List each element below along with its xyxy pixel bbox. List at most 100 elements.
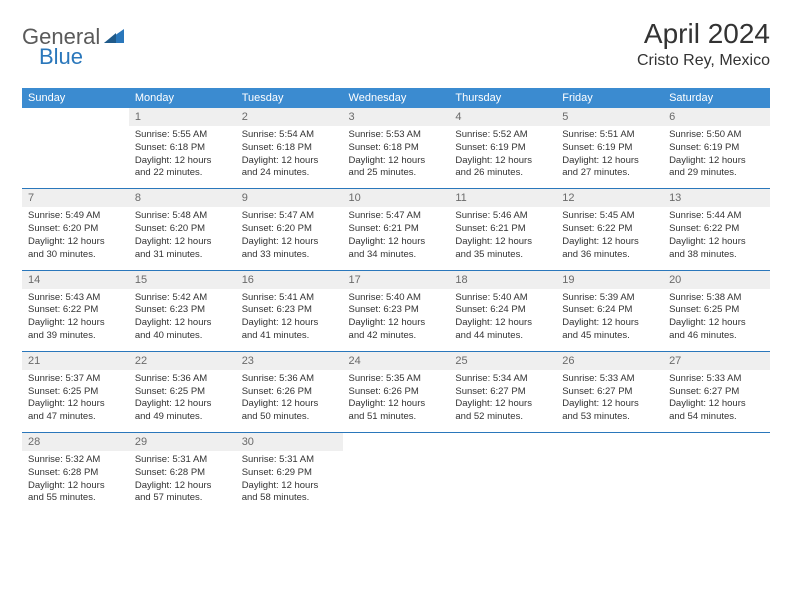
day-number-cell: 27 <box>663 351 770 370</box>
day-sunrise: Sunrise: 5:38 AM <box>669 292 764 305</box>
day-sunset: Sunset: 6:18 PM <box>135 142 230 155</box>
weekday-header: Tuesday <box>236 88 343 108</box>
day-sunset: Sunset: 6:18 PM <box>242 142 337 155</box>
day-number-row: 123456 <box>22 108 770 126</box>
day-d1: Daylight: 12 hours <box>562 317 657 330</box>
day-content-cell <box>556 451 663 513</box>
day-content-cell: Sunrise: 5:39 AMSunset: 6:24 PMDaylight:… <box>556 289 663 352</box>
day-sunrise: Sunrise: 5:47 AM <box>349 210 444 223</box>
day-sunset: Sunset: 6:22 PM <box>669 223 764 236</box>
day-d2: and 34 minutes. <box>349 249 444 262</box>
day-d2: and 24 minutes. <box>242 167 337 180</box>
calendar-body: 123456Sunrise: 5:55 AMSunset: 6:18 PMDay… <box>22 108 770 513</box>
day-content-cell: Sunrise: 5:43 AMSunset: 6:22 PMDaylight:… <box>22 289 129 352</box>
day-sunrise: Sunrise: 5:35 AM <box>349 373 444 386</box>
day-content-cell: Sunrise: 5:33 AMSunset: 6:27 PMDaylight:… <box>663 370 770 433</box>
day-sunset: Sunset: 6:24 PM <box>455 304 550 317</box>
day-number-cell: 19 <box>556 270 663 289</box>
location-label: Cristo Rey, Mexico <box>637 52 770 70</box>
day-d2: and 50 minutes. <box>242 411 337 424</box>
day-content-cell: Sunrise: 5:46 AMSunset: 6:21 PMDaylight:… <box>449 207 556 270</box>
day-number-cell: 29 <box>129 433 236 452</box>
day-content-cell <box>449 451 556 513</box>
day-content-cell: Sunrise: 5:38 AMSunset: 6:25 PMDaylight:… <box>663 289 770 352</box>
day-sunrise: Sunrise: 5:36 AM <box>135 373 230 386</box>
day-sunrise: Sunrise: 5:53 AM <box>349 129 444 142</box>
day-number-cell: 28 <box>22 433 129 452</box>
day-d1: Daylight: 12 hours <box>242 317 337 330</box>
day-sunset: Sunset: 6:24 PM <box>562 304 657 317</box>
day-d1: Daylight: 12 hours <box>135 155 230 168</box>
day-sunset: Sunset: 6:20 PM <box>28 223 123 236</box>
day-sunrise: Sunrise: 5:46 AM <box>455 210 550 223</box>
day-number-cell: 4 <box>449 108 556 126</box>
day-sunrise: Sunrise: 5:44 AM <box>669 210 764 223</box>
day-sunrise: Sunrise: 5:33 AM <box>669 373 764 386</box>
day-number-cell <box>22 108 129 126</box>
day-content-cell: Sunrise: 5:52 AMSunset: 6:19 PMDaylight:… <box>449 126 556 189</box>
day-sunset: Sunset: 6:18 PM <box>349 142 444 155</box>
day-d2: and 58 minutes. <box>242 492 337 505</box>
day-content-row: Sunrise: 5:55 AMSunset: 6:18 PMDaylight:… <box>22 126 770 189</box>
day-d2: and 22 minutes. <box>135 167 230 180</box>
day-number-cell: 18 <box>449 270 556 289</box>
day-sunrise: Sunrise: 5:40 AM <box>455 292 550 305</box>
day-number-row: 21222324252627 <box>22 351 770 370</box>
day-content-cell: Sunrise: 5:49 AMSunset: 6:20 PMDaylight:… <box>22 207 129 270</box>
day-sunrise: Sunrise: 5:36 AM <box>242 373 337 386</box>
day-d2: and 47 minutes. <box>28 411 123 424</box>
day-d1: Daylight: 12 hours <box>562 236 657 249</box>
day-sunrise: Sunrise: 5:48 AM <box>135 210 230 223</box>
day-number-cell: 2 <box>236 108 343 126</box>
day-sunset: Sunset: 6:20 PM <box>242 223 337 236</box>
day-number-cell: 25 <box>449 351 556 370</box>
day-sunset: Sunset: 6:21 PM <box>455 223 550 236</box>
day-number-cell <box>343 433 450 452</box>
day-d2: and 51 minutes. <box>349 411 444 424</box>
day-number-cell: 23 <box>236 351 343 370</box>
day-d2: and 40 minutes. <box>135 330 230 343</box>
day-content-cell: Sunrise: 5:55 AMSunset: 6:18 PMDaylight:… <box>129 126 236 189</box>
day-d1: Daylight: 12 hours <box>562 155 657 168</box>
day-content-cell: Sunrise: 5:34 AMSunset: 6:27 PMDaylight:… <box>449 370 556 433</box>
day-d2: and 41 minutes. <box>242 330 337 343</box>
day-number-cell: 11 <box>449 189 556 208</box>
day-d1: Daylight: 12 hours <box>28 317 123 330</box>
weekday-header: Monday <box>129 88 236 108</box>
day-d1: Daylight: 12 hours <box>135 236 230 249</box>
day-sunrise: Sunrise: 5:34 AM <box>455 373 550 386</box>
day-content-cell: Sunrise: 5:47 AMSunset: 6:21 PMDaylight:… <box>343 207 450 270</box>
day-content-row: Sunrise: 5:49 AMSunset: 6:20 PMDaylight:… <box>22 207 770 270</box>
day-number-row: 282930 <box>22 433 770 452</box>
calendar-table: Sunday Monday Tuesday Wednesday Thursday… <box>22 88 770 513</box>
day-d1: Daylight: 12 hours <box>349 317 444 330</box>
day-d2: and 42 minutes. <box>349 330 444 343</box>
day-content-cell: Sunrise: 5:54 AMSunset: 6:18 PMDaylight:… <box>236 126 343 189</box>
day-content-cell <box>343 451 450 513</box>
day-content-cell: Sunrise: 5:31 AMSunset: 6:28 PMDaylight:… <box>129 451 236 513</box>
day-sunrise: Sunrise: 5:41 AM <box>242 292 337 305</box>
day-number-cell: 10 <box>343 189 450 208</box>
day-sunrise: Sunrise: 5:37 AM <box>28 373 123 386</box>
day-sunrise: Sunrise: 5:51 AM <box>562 129 657 142</box>
day-sunrise: Sunrise: 5:47 AM <box>242 210 337 223</box>
day-number-cell: 20 <box>663 270 770 289</box>
day-sunrise: Sunrise: 5:32 AM <box>28 454 123 467</box>
day-d1: Daylight: 12 hours <box>28 236 123 249</box>
day-d1: Daylight: 12 hours <box>455 236 550 249</box>
day-content-cell: Sunrise: 5:45 AMSunset: 6:22 PMDaylight:… <box>556 207 663 270</box>
day-d2: and 44 minutes. <box>455 330 550 343</box>
day-sunrise: Sunrise: 5:49 AM <box>28 210 123 223</box>
calendar-header-row: Sunday Monday Tuesday Wednesday Thursday… <box>22 88 770 108</box>
day-content-cell: Sunrise: 5:53 AMSunset: 6:18 PMDaylight:… <box>343 126 450 189</box>
day-content-row: Sunrise: 5:43 AMSunset: 6:22 PMDaylight:… <box>22 289 770 352</box>
day-d1: Daylight: 12 hours <box>242 155 337 168</box>
day-d1: Daylight: 12 hours <box>349 155 444 168</box>
day-sunset: Sunset: 6:23 PM <box>135 304 230 317</box>
day-d2: and 39 minutes. <box>28 330 123 343</box>
day-d1: Daylight: 12 hours <box>669 317 764 330</box>
day-sunrise: Sunrise: 5:42 AM <box>135 292 230 305</box>
brand-text-2: Blue <box>39 44 83 69</box>
day-number-row: 14151617181920 <box>22 270 770 289</box>
day-sunrise: Sunrise: 5:33 AM <box>562 373 657 386</box>
